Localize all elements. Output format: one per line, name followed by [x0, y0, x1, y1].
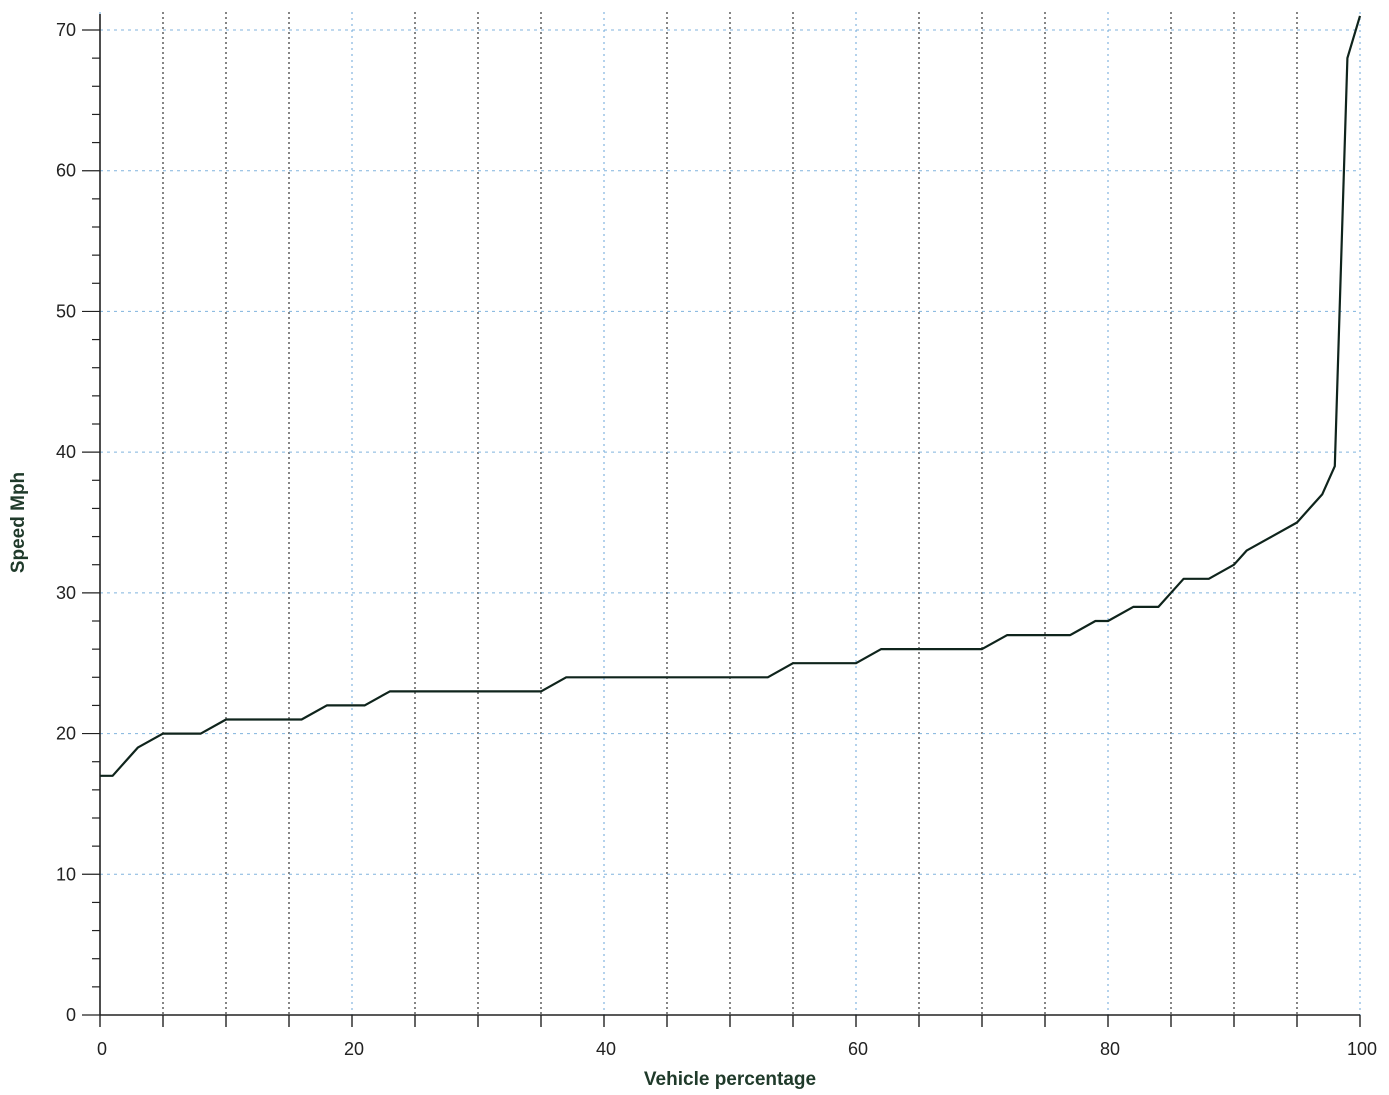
- y-tick-label: 20: [56, 724, 76, 744]
- ticks: [82, 29, 1361, 1027]
- x-tick-label: 80: [1100, 1039, 1120, 1059]
- y-tick-label: 0: [66, 1005, 76, 1025]
- x-tick-label: 40: [596, 1039, 616, 1059]
- y-tick-label: 60: [56, 161, 76, 181]
- x-tick-label: 60: [848, 1039, 868, 1059]
- series: [100, 15, 1362, 777]
- y-tick-label: 40: [56, 442, 76, 462]
- y-axis-title: Speed Mph: [8, 472, 29, 573]
- y-tick-label: 70: [56, 20, 76, 40]
- grid: [99, 12, 1361, 1016]
- x-tick-label: 0: [97, 1039, 107, 1059]
- x-tick-label: 100: [1347, 1039, 1377, 1059]
- x-tick-label: 20: [344, 1039, 364, 1059]
- axes: [99, 14, 1360, 1016]
- series-line: [100, 15, 1362, 777]
- y-tick-label: 50: [56, 301, 76, 321]
- y-tick-label: 30: [56, 583, 76, 603]
- x-axis-title: Vehicle percentage: [644, 1069, 816, 1090]
- tick-labels: 0 10 20 30 40 50 60 70 0 20 40 60 80 100: [56, 20, 1377, 1059]
- y-tick-label: 10: [56, 864, 76, 884]
